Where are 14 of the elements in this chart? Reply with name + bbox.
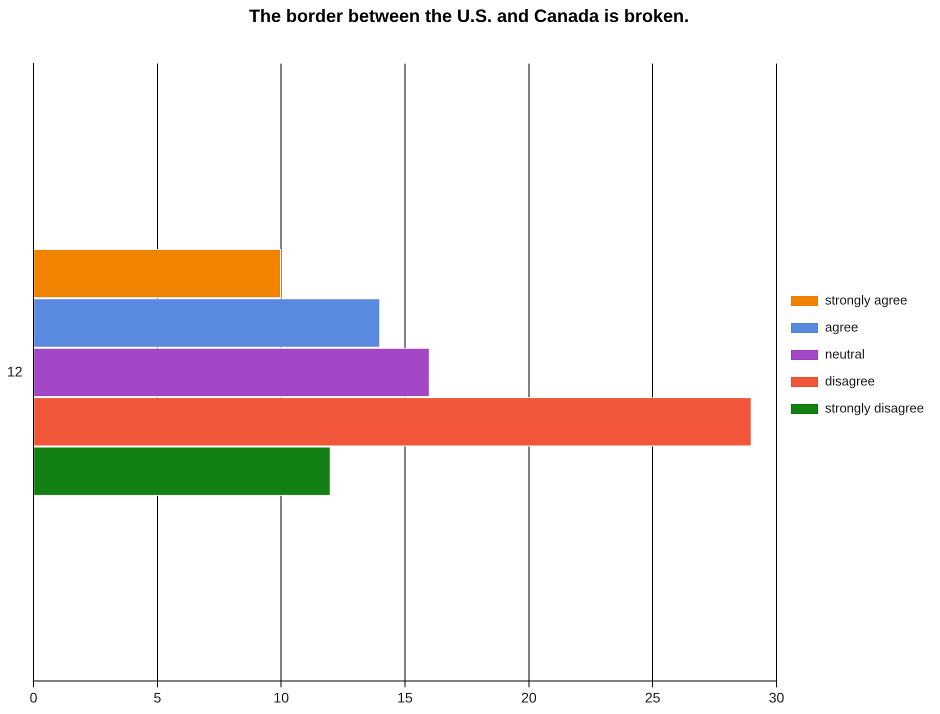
- legend-label: agree: [825, 320, 858, 335]
- x-tick-label: 10: [273, 689, 290, 706]
- x-tick-label: 30: [768, 689, 784, 706]
- y-tick-label: 12: [6, 363, 23, 380]
- legend-label: disagree: [825, 374, 875, 389]
- x-tick-label: 0: [30, 689, 38, 706]
- chart-title: The border between the U.S. and Canada is broken.: [248, 6, 690, 26]
- x-tick-label: 25: [644, 689, 661, 706]
- legend-label: strongly disagree: [825, 400, 924, 416]
- x-tick-label: 5: [153, 689, 162, 706]
- legend-label: strongly agree: [825, 292, 908, 308]
- x-tick-label: 20: [521, 689, 537, 706]
- x-tick-label: 15: [397, 689, 414, 706]
- legend-label: neutral: [825, 346, 865, 362]
